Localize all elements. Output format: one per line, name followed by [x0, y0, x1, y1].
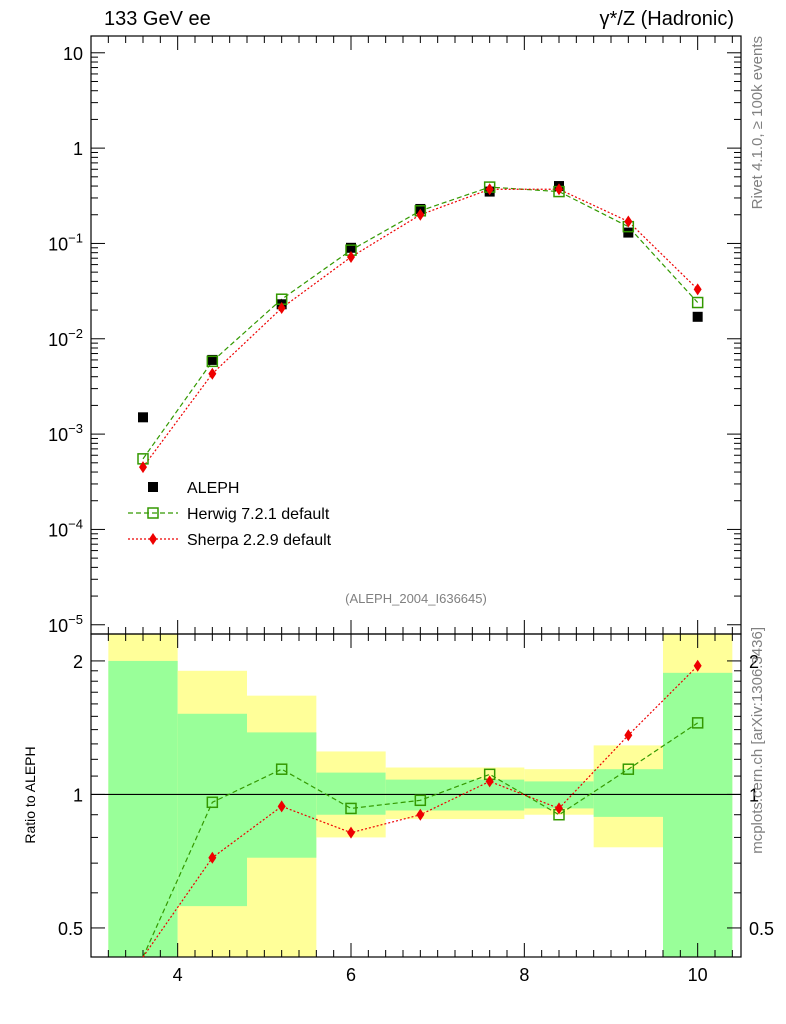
band-inner-7: [593, 769, 663, 817]
band-inner-8: [663, 672, 733, 957]
ratio-y-tick-label-1: 1: [73, 785, 83, 805]
x-tick-label-3: 10: [688, 965, 708, 985]
legend-marker-1: [147, 507, 159, 519]
herwig-ratio-line: [142, 722, 699, 958]
sherpa-ratio-point-3: [347, 826, 355, 839]
data-point-8: [692, 311, 703, 322]
sherpa-point-0: [139, 461, 147, 474]
data-point-1: [207, 354, 218, 365]
sherpa-ratio-point-5: [485, 775, 494, 788]
herwig-line: [142, 186, 699, 460]
ratio-y-tick-label-2: 2: [73, 652, 83, 672]
ratio-y-tick-label-right-1: 1: [749, 785, 759, 805]
ratio-series: [142, 659, 704, 958]
herwig-ratio-point-1: [206, 796, 219, 809]
sherpa-ratio-point-6: [555, 802, 563, 815]
sherpa-ratio-point-1: [208, 851, 217, 864]
sherpa-point-1: [208, 367, 217, 380]
herwig-ratio-point-4: [414, 794, 427, 807]
ratio-y-tick-label-0: 0.5: [58, 919, 83, 939]
sherpa-point-8: [693, 283, 702, 296]
sherpa-ratio-point-8: [693, 659, 702, 672]
data-point-7: [623, 227, 634, 238]
main-axes: 10 1 10−1 10−2 10−3 10−4 10−5: [48, 35, 742, 636]
ratio-frame: [90, 633, 742, 958]
main-y-tick-label-3: 10−2: [48, 326, 83, 350]
main-y-tick-label-4: 10−3: [48, 421, 83, 445]
data-point-3: [346, 242, 356, 253]
legend-label-1: Herwig 7.2.1 default: [187, 506, 330, 523]
sherpa-ratio-point-4: [416, 808, 425, 821]
main-y-tick-label-6: 10−5: [48, 612, 83, 636]
herwig-ratio-point-3: [345, 802, 357, 815]
legend-marker-2: [149, 533, 157, 545]
sherpa-ratio-point-2: [277, 800, 286, 813]
band-inner-1: [177, 713, 247, 907]
herwig-ratio-point-8: [691, 717, 704, 729]
ratio-axes: 0.5 0.5 1 1 2 2 4 6 8 10: [58, 633, 774, 985]
legend-label-2: Sherpa 2.2.9 default: [187, 532, 332, 549]
sherpa-point-2: [277, 302, 286, 315]
x-tick-label-0: 4: [173, 965, 183, 985]
right-title: γ*/Z (Hadronic): [599, 8, 734, 30]
legend: ALEPH Herwig 7.2.1 default Sherpa 2.2.9 de…: [128, 480, 332, 549]
analysis-id: (ALEPH_2004_I636645): [345, 591, 487, 606]
sherpa-line: [142, 188, 699, 468]
rivet-label: Rivet 4.1.0, ≥ 100k events: [749, 36, 766, 209]
legend-label-0: ALEPH: [187, 480, 239, 497]
main-y-tick-label-0: 10: [63, 44, 83, 64]
band-inner-3: [316, 772, 386, 815]
legend-marker-0: [148, 482, 158, 492]
band-inner-2: [247, 732, 317, 858]
ratio-y-tick-label-right-2: 2: [749, 652, 759, 672]
sherpa-point-3: [347, 251, 355, 264]
herwig-point-8: [691, 296, 704, 309]
herwig-point-1: [206, 355, 219, 368]
ratio-y-tick-label-right-0: 0.5: [749, 919, 774, 939]
data-point-0: [138, 412, 148, 423]
left-title: 133 GeV ee: [104, 8, 211, 30]
ratio-y-axis-label: Ratio to ALEPH: [22, 746, 38, 843]
main-y-tick-label-2: 10−1: [48, 230, 83, 254]
sherpa-ratio-point-7: [624, 729, 633, 742]
main-y-tick-label-5: 10−4: [48, 516, 83, 540]
herwig-ratio-point-7: [622, 763, 635, 775]
sherpa-point-4: [416, 208, 425, 221]
x-tick-label-2: 8: [519, 965, 529, 985]
x-tick-label-1: 6: [346, 965, 356, 985]
mcplots-label: mcplots.cern.ch [arXiv:1306.3436]: [749, 627, 766, 854]
herwig-ratio-point-2: [275, 763, 288, 775]
sherpa-point-6: [555, 183, 563, 196]
main-y-tick-label-1: 1: [73, 139, 83, 159]
sherpa-point-7: [624, 215, 633, 228]
band-inner-0: [108, 660, 178, 957]
main-series: [137, 181, 704, 474]
sherpa-point-5: [485, 183, 494, 196]
